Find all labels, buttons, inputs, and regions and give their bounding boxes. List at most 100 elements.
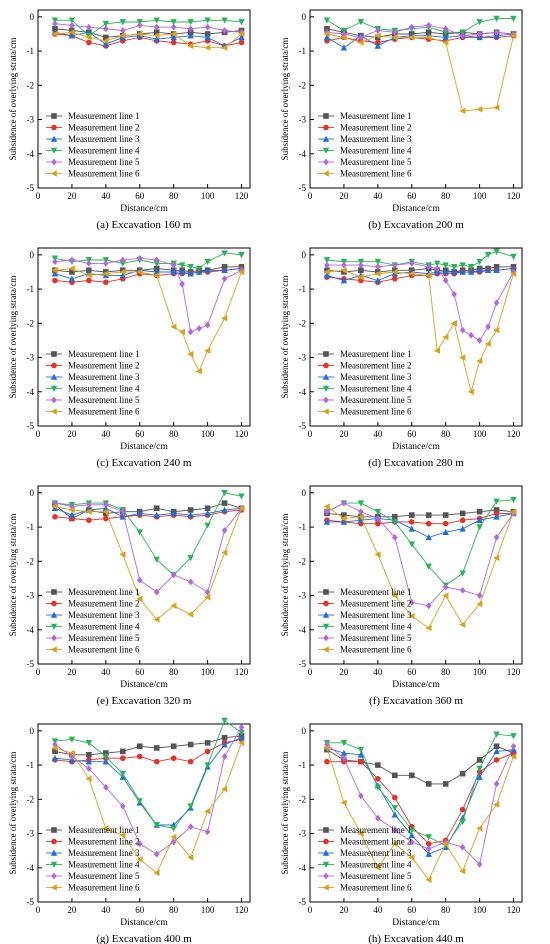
data-point bbox=[170, 509, 177, 517]
y-tick-label: -4 bbox=[299, 149, 307, 159]
data-point bbox=[358, 792, 364, 800]
data-point bbox=[221, 741, 228, 748]
legend-entry: Measurement line 1 bbox=[68, 587, 139, 597]
data-point bbox=[153, 822, 160, 829]
data-point bbox=[52, 748, 58, 755]
legend-entry: Measurement line 5 bbox=[68, 157, 140, 167]
series-line-6 bbox=[326, 747, 514, 881]
data-point bbox=[119, 832, 126, 839]
data-point bbox=[136, 509, 143, 517]
data-point bbox=[408, 34, 415, 41]
data-point bbox=[187, 555, 194, 562]
data-point bbox=[204, 321, 211, 329]
x-tick-label: 60 bbox=[135, 191, 145, 201]
data-point bbox=[375, 263, 381, 271]
data-point bbox=[170, 19, 177, 26]
data-point bbox=[476, 357, 483, 365]
data-point bbox=[340, 267, 347, 274]
y-tick-label: -2 bbox=[27, 794, 35, 804]
data-point bbox=[153, 588, 160, 596]
x-tick-label: 100 bbox=[201, 667, 215, 677]
data-point bbox=[86, 267, 92, 274]
data-point bbox=[425, 533, 432, 541]
data-point bbox=[204, 44, 211, 51]
series-line-5 bbox=[54, 727, 242, 855]
data-point bbox=[459, 107, 466, 115]
x-tick-label: 80 bbox=[441, 191, 451, 201]
data-point bbox=[425, 834, 432, 841]
x-tick-label: 120 bbox=[507, 429, 521, 439]
legend-entry: Measurement line 6 bbox=[340, 883, 412, 893]
legend-marker bbox=[51, 158, 57, 166]
data-point bbox=[357, 830, 364, 837]
data-point bbox=[187, 264, 194, 271]
legend-marker bbox=[51, 396, 57, 404]
data-point bbox=[340, 749, 348, 756]
data-point bbox=[510, 742, 517, 750]
data-point bbox=[153, 23, 160, 31]
legend-marker bbox=[322, 623, 330, 630]
data-point bbox=[85, 508, 92, 515]
x-tick-label: 80 bbox=[169, 667, 179, 677]
data-point bbox=[510, 753, 517, 760]
data-point bbox=[170, 23, 177, 31]
data-point bbox=[425, 22, 432, 29]
legend-marker bbox=[51, 872, 57, 880]
x-tick-label: 40 bbox=[373, 191, 383, 201]
data-point bbox=[170, 743, 177, 750]
y-tick-label: -3 bbox=[27, 591, 35, 601]
data-point bbox=[238, 734, 245, 741]
legend-marker bbox=[323, 362, 329, 369]
data-point bbox=[442, 840, 449, 848]
x-axis-label: Distance/cm bbox=[392, 918, 440, 928]
data-point bbox=[119, 551, 126, 558]
data-point bbox=[493, 533, 500, 541]
data-point bbox=[170, 825, 177, 832]
x-tick-label: 120 bbox=[507, 905, 521, 915]
legend-entry: Measurement line 3 bbox=[340, 372, 412, 382]
legend-marker bbox=[323, 124, 329, 131]
data-point bbox=[170, 833, 177, 841]
data-point bbox=[459, 262, 466, 269]
legend-entry: Measurement line 2 bbox=[340, 837, 411, 847]
data-point bbox=[153, 260, 160, 267]
legend-entry: Measurement line 1 bbox=[340, 825, 411, 835]
series-line-2 bbox=[54, 33, 242, 47]
legend-entry: Measurement line 3 bbox=[68, 610, 140, 620]
data-point bbox=[170, 602, 177, 610]
data-point bbox=[392, 28, 398, 36]
legend-marker bbox=[323, 158, 329, 166]
data-point bbox=[86, 39, 92, 46]
data-point bbox=[476, 258, 483, 266]
data-point bbox=[187, 578, 194, 586]
data-point bbox=[392, 794, 398, 801]
x-tick-label: 40 bbox=[101, 191, 111, 201]
y-tick-label: -5 bbox=[299, 897, 307, 907]
y-axis-label: Subsidence of overlying strata/cm bbox=[8, 38, 18, 161]
data-point bbox=[467, 268, 475, 275]
data-point bbox=[425, 272, 432, 279]
data-point bbox=[425, 512, 432, 518]
data-point bbox=[375, 27, 381, 34]
data-point bbox=[374, 508, 382, 516]
data-point bbox=[120, 508, 126, 516]
plot-frame bbox=[309, 247, 523, 427]
legend-marker bbox=[50, 884, 57, 891]
data-point bbox=[450, 268, 458, 275]
data-point bbox=[170, 323, 177, 330]
data-point bbox=[425, 602, 432, 610]
data-point bbox=[136, 753, 143, 760]
data-point bbox=[68, 736, 76, 743]
data-point bbox=[374, 551, 381, 558]
x-tick-label: 80 bbox=[169, 905, 179, 915]
legend-entry: Measurement line 6 bbox=[68, 407, 140, 417]
data-point bbox=[358, 508, 364, 516]
x-tick-label: 40 bbox=[373, 429, 383, 439]
x-tick-label: 0 bbox=[308, 429, 313, 439]
data-point bbox=[493, 757, 500, 763]
data-point bbox=[153, 511, 160, 518]
data-point bbox=[68, 275, 76, 282]
data-point bbox=[442, 520, 449, 527]
data-point bbox=[136, 268, 143, 276]
y-tick-label: 0 bbox=[302, 250, 307, 260]
